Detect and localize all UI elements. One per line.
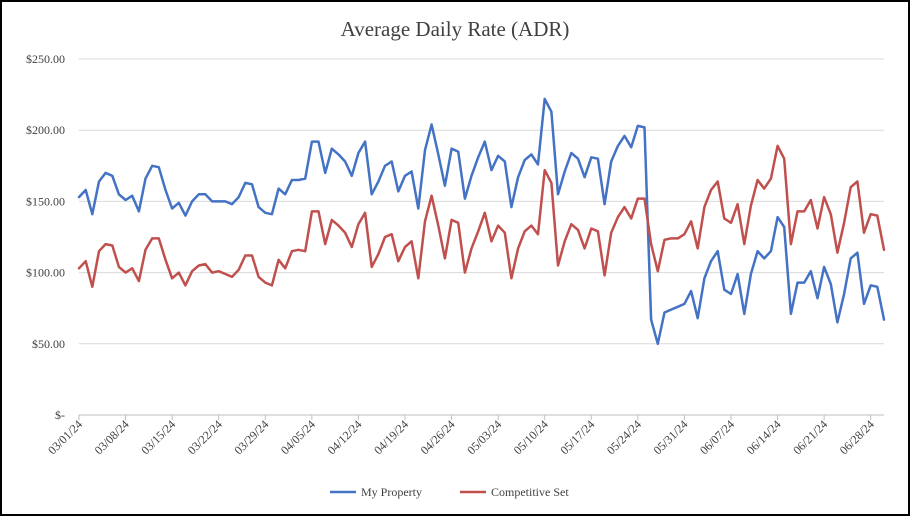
- x-tick-label: 05/10/24: [511, 417, 551, 457]
- x-tick-label: 06/14/24: [744, 417, 784, 457]
- x-tick-label: 04/12/24: [324, 417, 364, 457]
- y-tick-label: $50.00: [32, 337, 65, 351]
- x-tick-label: 04/26/24: [418, 417, 458, 457]
- grid-lines: [79, 58, 884, 345]
- y-tick-label: $-: [55, 408, 65, 422]
- x-tick-label: 05/03/24: [464, 417, 504, 457]
- series-lines: [77, 97, 886, 346]
- x-tick-label: 04/05/24: [278, 417, 318, 457]
- x-tick-label: 03/22/24: [185, 417, 225, 457]
- y-tick-label: $150.00: [26, 194, 65, 208]
- x-tick-label: 05/24/24: [604, 417, 644, 457]
- x-tick-label: 03/01/24: [45, 417, 85, 457]
- legend: My Property Competitive Set: [330, 485, 569, 499]
- chart-title: Average Daily Rate (ADR): [341, 17, 570, 41]
- x-tick-label: 05/17/24: [557, 417, 597, 457]
- x-tick-label: 03/08/24: [92, 417, 132, 457]
- legend-label: Competitive Set: [491, 485, 569, 499]
- series-line-competitive-set: [77, 144, 886, 289]
- x-tick-label: 04/19/24: [371, 417, 411, 457]
- x-tick-label: 03/15/24: [138, 417, 178, 457]
- y-tick-label: $100.00: [26, 266, 65, 280]
- x-tick-label: 06/07/24: [697, 417, 737, 457]
- series-line-my-property: [77, 97, 886, 346]
- x-tick-label: 03/29/24: [231, 417, 271, 457]
- y-tick-label: $250.00: [26, 52, 65, 66]
- x-tick-label: 06/21/24: [790, 417, 830, 457]
- x-tick-label: 06/28/24: [837, 417, 877, 457]
- legend-label: My Property: [361, 485, 422, 499]
- x-tick-label: 05/31/24: [650, 417, 690, 457]
- y-tick-label: $200.00: [26, 123, 65, 137]
